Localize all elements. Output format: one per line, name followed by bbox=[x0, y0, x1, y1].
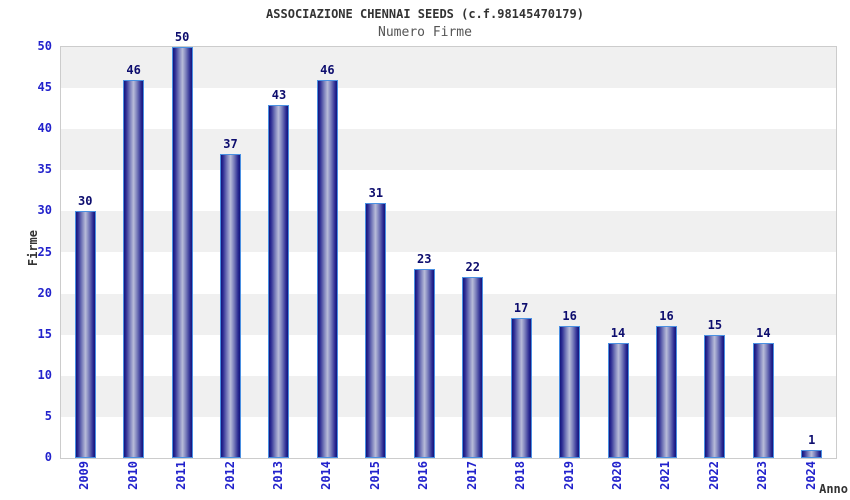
bar-value-label: 23 bbox=[417, 252, 432, 266]
bar-2009 bbox=[74, 211, 96, 458]
y-tick-label-45: 45 bbox=[37, 80, 52, 95]
bar-2015 bbox=[365, 203, 387, 458]
plot-area: 30 46 50 37 43 46 31 23 22 17 16 14 16 15 14 1 bbox=[60, 30, 837, 459]
x-tick-label-2009: 2009 bbox=[77, 461, 92, 490]
bar-2020 bbox=[607, 343, 629, 458]
x-tick-label-2016: 2016 bbox=[416, 461, 431, 490]
bar-2022 bbox=[704, 335, 726, 458]
x-tick-label-2023: 2023 bbox=[755, 461, 770, 490]
y-tick-label-35: 35 bbox=[37, 162, 52, 177]
bar-value-label: 22 bbox=[465, 260, 480, 274]
bar-2012 bbox=[220, 154, 242, 458]
bar-value-label: 16 bbox=[659, 309, 674, 323]
x-axis-label: Anno bbox=[819, 482, 848, 496]
bar-2023 bbox=[752, 343, 774, 458]
bar-2016 bbox=[413, 269, 435, 458]
y-tick-label-40: 40 bbox=[37, 121, 52, 136]
bar-value-label: 46 bbox=[320, 63, 335, 77]
chart-title: ASSOCIAZIONE CHENNAI SEEDS (c.f.98145470… bbox=[266, 7, 584, 21]
chart-subtitle: Numero Firme bbox=[378, 25, 472, 40]
bar-value-label: 46 bbox=[126, 63, 141, 77]
y-tick-label-25: 25 bbox=[37, 244, 52, 259]
x-tick-label-2024: 2024 bbox=[803, 461, 818, 490]
x-tick-label-2010: 2010 bbox=[125, 461, 140, 490]
x-tick-label-2020: 2020 bbox=[610, 461, 625, 490]
x-tick-label-2014: 2014 bbox=[319, 461, 334, 490]
x-tick-label-2018: 2018 bbox=[513, 461, 528, 490]
y-tick-label-5: 5 bbox=[44, 408, 52, 423]
bar-value-label: 14 bbox=[756, 326, 771, 340]
x-tick-label-2017: 2017 bbox=[464, 461, 479, 490]
bar-2014 bbox=[316, 80, 338, 458]
bar-2017 bbox=[462, 277, 484, 458]
bar-value-label: 1 bbox=[808, 433, 816, 447]
y-tick-label-10: 10 bbox=[37, 367, 52, 382]
bar-2011 bbox=[171, 47, 193, 458]
bar-2018 bbox=[510, 318, 532, 458]
y-tick-label-20: 20 bbox=[37, 285, 52, 300]
y-tick-label-0: 0 bbox=[44, 450, 52, 464]
x-tick-label-2012: 2012 bbox=[222, 461, 237, 490]
bar-value-label: 50 bbox=[174, 30, 190, 44]
bar-value-label: 37 bbox=[223, 137, 238, 151]
bar-value-label: 15 bbox=[707, 318, 723, 332]
x-tick-label-2022: 2022 bbox=[706, 461, 721, 490]
bar-2019 bbox=[559, 326, 581, 458]
x-tick-label-2015: 2015 bbox=[367, 461, 382, 490]
y-tick-label-15: 15 bbox=[37, 326, 52, 341]
y-tick-label-30: 30 bbox=[37, 203, 52, 218]
x-tick-label-2013: 2013 bbox=[270, 461, 285, 490]
bar-value-label: 30 bbox=[77, 194, 93, 208]
y-tick-label-50: 50 bbox=[37, 39, 52, 53]
bar-2024 bbox=[801, 450, 823, 458]
bar-value-label: 43 bbox=[271, 88, 287, 102]
bar-2010 bbox=[123, 80, 145, 458]
bar-2013 bbox=[268, 105, 290, 458]
bar-value-label: 17 bbox=[513, 301, 529, 315]
bar-value-label: 14 bbox=[610, 326, 626, 340]
bar-value-label: 16 bbox=[562, 309, 577, 323]
bar-value-label: 31 bbox=[368, 186, 384, 200]
x-tick-label-2011: 2011 bbox=[174, 461, 189, 490]
bar-2021 bbox=[655, 326, 677, 458]
x-tick-label-2021: 2021 bbox=[658, 461, 673, 490]
x-tick-label-2019: 2019 bbox=[561, 461, 576, 490]
